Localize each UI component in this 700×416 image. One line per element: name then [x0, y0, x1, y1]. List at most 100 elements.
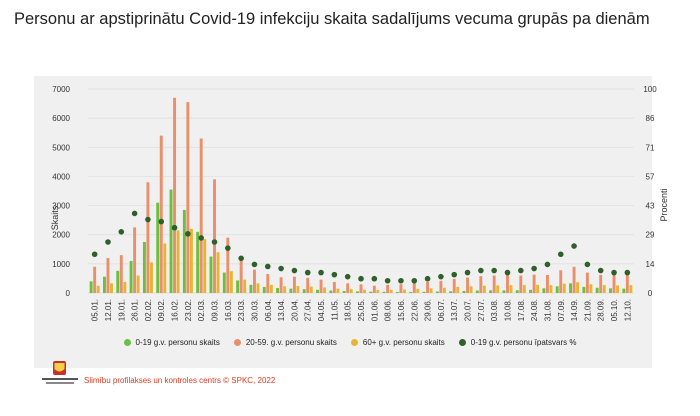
share-point	[624, 269, 631, 276]
legend-marker-icon	[350, 339, 358, 346]
y-axis-label: Skaits	[50, 205, 60, 230]
y-tick-label: 4000	[52, 172, 70, 181]
bar	[372, 285, 376, 293]
bar	[609, 288, 612, 293]
x-tick-label: 28.09.	[597, 299, 606, 321]
y-tick-label: 1000	[52, 260, 70, 269]
bar	[262, 286, 266, 293]
bar	[142, 242, 146, 293]
legend-label: 60+ g.v. personu skaits	[362, 338, 445, 347]
x-tick-label: 09.02.	[157, 299, 166, 321]
legend-item: 20-59. g.v. personu skaits	[233, 338, 337, 347]
bar	[625, 274, 629, 293]
x-tick-label: 11.05.	[330, 299, 339, 321]
bar	[456, 286, 460, 293]
bar	[256, 283, 260, 293]
legend: 0-19 g.v. personu skaits 20-59. g.v. pers…	[0, 338, 700, 347]
bar	[342, 290, 346, 293]
bar	[545, 274, 549, 293]
bar	[576, 282, 580, 293]
x-tick-label: 08.06.	[384, 299, 393, 321]
bar	[412, 283, 416, 293]
share-point	[478, 267, 484, 274]
bar	[403, 289, 406, 293]
share-point	[145, 216, 151, 223]
y-axis-left-ticks: 0 1000 2000 3000 4000 5000 6000 7000	[52, 85, 70, 298]
bar	[549, 285, 553, 293]
x-tick-label: 18.05.	[344, 299, 353, 321]
bar	[559, 270, 563, 293]
bar	[283, 286, 287, 293]
bar	[296, 286, 300, 293]
bar	[359, 284, 363, 293]
share-point	[571, 243, 577, 249]
bar	[106, 258, 110, 293]
bar	[346, 283, 350, 293]
bar	[96, 285, 100, 293]
bar	[466, 277, 470, 293]
bar	[289, 288, 293, 293]
legend-marker-icon	[458, 339, 466, 346]
x-tick-label: 13.04.	[277, 299, 286, 321]
bar	[489, 290, 493, 293]
source-credit: Slimību profilakses un kontroles centrs …	[84, 376, 276, 385]
x-tick-label: 20.04.	[290, 299, 299, 321]
bar	[363, 289, 366, 293]
bar	[249, 284, 253, 293]
bar	[555, 286, 559, 293]
y2-tick-label: 100	[643, 85, 657, 94]
bar	[133, 227, 137, 293]
x-tick-label: 02.03.	[197, 299, 206, 321]
bar	[336, 288, 340, 293]
x-tick-label: 05.01.	[91, 299, 100, 321]
bar	[216, 252, 220, 293]
y2-tick-label: 57	[646, 172, 655, 181]
x-tick-label: 15.06.	[397, 299, 406, 321]
bar	[382, 291, 386, 293]
share-point	[464, 269, 471, 276]
bar	[529, 289, 533, 293]
y2-tick-label: 86	[646, 114, 655, 123]
share-point	[105, 239, 111, 245]
x-tick-label: 26.01.	[131, 299, 140, 321]
bar	[222, 272, 226, 293]
share-point	[158, 218, 165, 225]
bar	[156, 202, 160, 293]
share-point	[225, 245, 231, 251]
legend-marker-icon	[233, 339, 241, 346]
share-point	[518, 267, 524, 274]
bar	[236, 280, 240, 293]
y2-tick-label: 71	[646, 143, 655, 152]
x-tick-label: 31.08.	[543, 299, 552, 321]
bar	[399, 284, 403, 293]
bar	[116, 270, 120, 293]
bar	[629, 285, 633, 293]
bar	[89, 281, 93, 293]
share-point	[611, 269, 617, 276]
x-tick-label: 23.03.	[237, 299, 246, 321]
share-point	[211, 239, 218, 245]
bar	[302, 289, 306, 293]
x-tick-label: 02.02.	[144, 299, 153, 321]
share-point	[278, 265, 284, 272]
bar	[442, 287, 446, 293]
bar	[452, 279, 456, 293]
x-tick-label: 20.07.	[464, 299, 473, 321]
x-tick-label: 06.04.	[264, 299, 273, 321]
share-point	[584, 261, 591, 268]
bar	[229, 271, 233, 293]
share-point	[504, 269, 511, 276]
bar	[309, 286, 313, 293]
legend-item: 0-19 g.v. personu skaits	[123, 338, 220, 347]
x-tick-label: 05.10.	[610, 299, 619, 321]
bar	[306, 277, 310, 293]
bar	[599, 274, 603, 293]
legend-label: 20-59. g.v. personu skaits	[245, 338, 337, 347]
share-point	[264, 263, 271, 270]
legend-label: 0-19 g.v. personu skaits	[135, 338, 220, 347]
share-point	[451, 271, 458, 278]
y-tick-label: 5000	[52, 143, 70, 152]
bar	[349, 289, 353, 293]
share-point	[344, 273, 351, 280]
bar	[496, 285, 500, 293]
